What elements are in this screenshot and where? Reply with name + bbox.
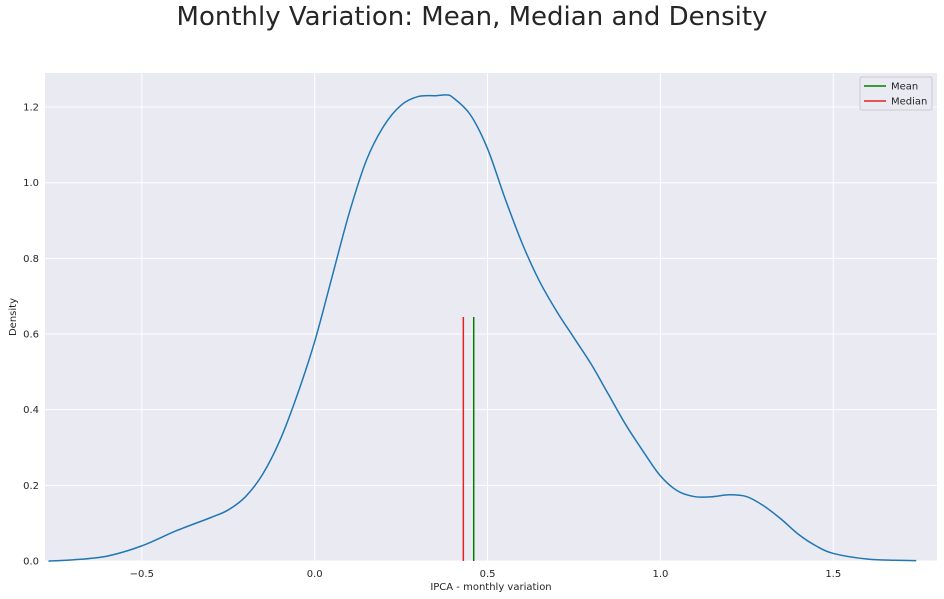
x-axis-ticks: −0.5 0.0 0.5 1.0 1.5	[130, 569, 842, 580]
y-tick-label: 0.2	[23, 481, 39, 492]
x-tick-label: 1.0	[652, 569, 668, 580]
y-tick-label: 1.2	[23, 103, 39, 114]
y-tick-label: 1.0	[23, 178, 39, 189]
reference-lines	[462, 317, 475, 561]
density-curve	[48, 94, 917, 562]
y-tick-label: 0.0	[23, 557, 39, 568]
legend: Mean Median	[859, 76, 933, 111]
y-tick-label: 0.8	[23, 254, 39, 265]
x-tick-label: 0.0	[307, 569, 323, 580]
y-tick-label: 0.4	[23, 405, 39, 416]
y-tick-label: 0.6	[23, 330, 39, 341]
legend-mean-label: Mean	[891, 82, 918, 93]
x-tick-label: −0.5	[130, 569, 154, 580]
legend-median-label: Median	[891, 97, 927, 108]
y-axis-label: Density	[8, 298, 19, 336]
grid-lines	[45, 73, 937, 562]
plot-area	[45, 73, 937, 561]
y-axis-ticks: 0.0 0.2 0.4 0.6 0.8 1.0 1.2	[23, 103, 39, 568]
x-axis-label: IPCA - monthly variation	[430, 582, 551, 593]
chart-title: Monthly Variation: Mean, Median and Dens…	[176, 2, 768, 32]
x-tick-label: 0.5	[480, 569, 496, 580]
x-tick-label: 1.5	[825, 569, 841, 580]
